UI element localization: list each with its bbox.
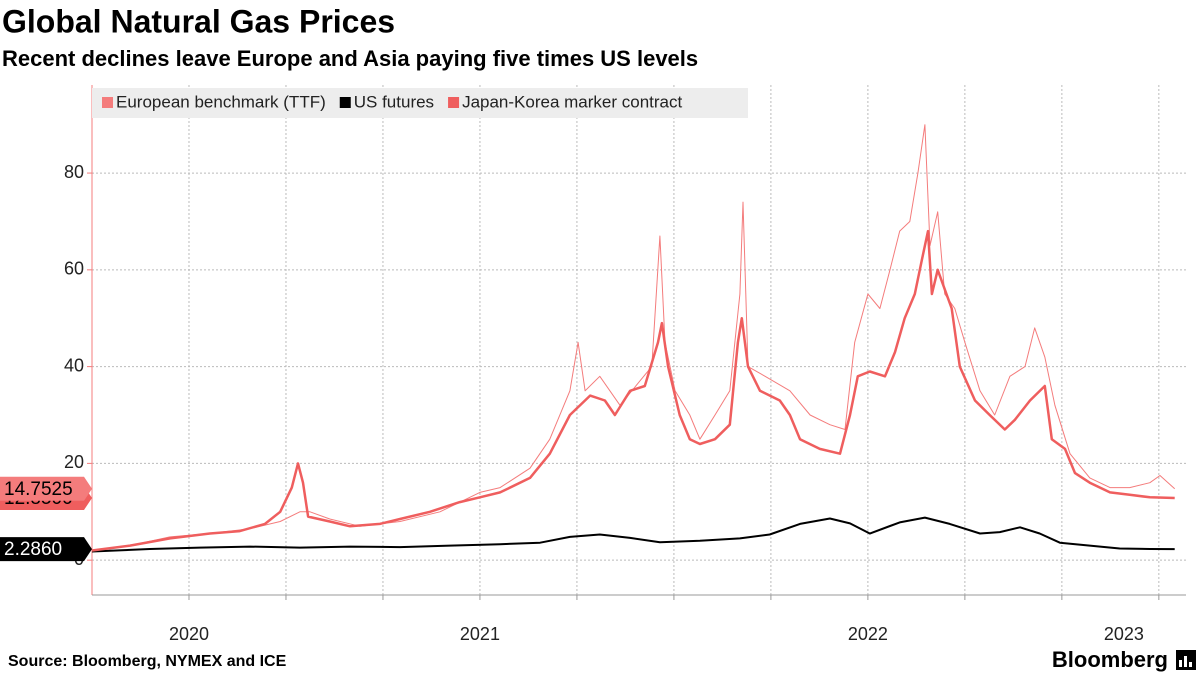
chart-subtitle: Recent declines leave Europe and Asia pa…	[2, 46, 698, 71]
series-line	[91, 516, 1175, 553]
series-line	[91, 124, 1176, 552]
source: Source: Bloomberg, NYMEX and ICE	[8, 653, 287, 670]
legend-swatch	[339, 97, 351, 108]
brand: Bloomberg	[1052, 647, 1168, 672]
brand-icon-bar	[1189, 662, 1192, 667]
legend-swatch	[448, 97, 460, 108]
last-value-label: 2.2860	[4, 539, 62, 560]
last-value-box	[0, 476, 92, 501]
y-tick-label: 80	[64, 162, 84, 182]
last-value-box	[0, 537, 92, 562]
legend-label: European benchmark (TTF)	[116, 92, 326, 111]
x-tick-label: 2023	[1104, 624, 1144, 644]
legend-label: US futures	[354, 92, 434, 111]
legend-box	[92, 88, 748, 118]
legend-label: Japan-Korea marker contract	[462, 92, 682, 111]
series-line	[91, 229, 1175, 552]
x-tick-label: 2021	[460, 624, 500, 644]
brand-icon-bar	[1179, 660, 1182, 667]
x-tick-label: 2020	[169, 624, 209, 644]
chart-title: Global Natural Gas Prices	[2, 3, 395, 39]
y-tick-label: 20	[64, 452, 84, 472]
x-tick-label: 2022	[848, 624, 888, 644]
y-tick-label: 40	[64, 355, 84, 375]
brand-icon-bar	[1184, 656, 1187, 667]
y-tick-label: 60	[64, 259, 84, 279]
last-value-label: 14.7525	[4, 479, 73, 500]
legend-swatch	[102, 97, 113, 108]
